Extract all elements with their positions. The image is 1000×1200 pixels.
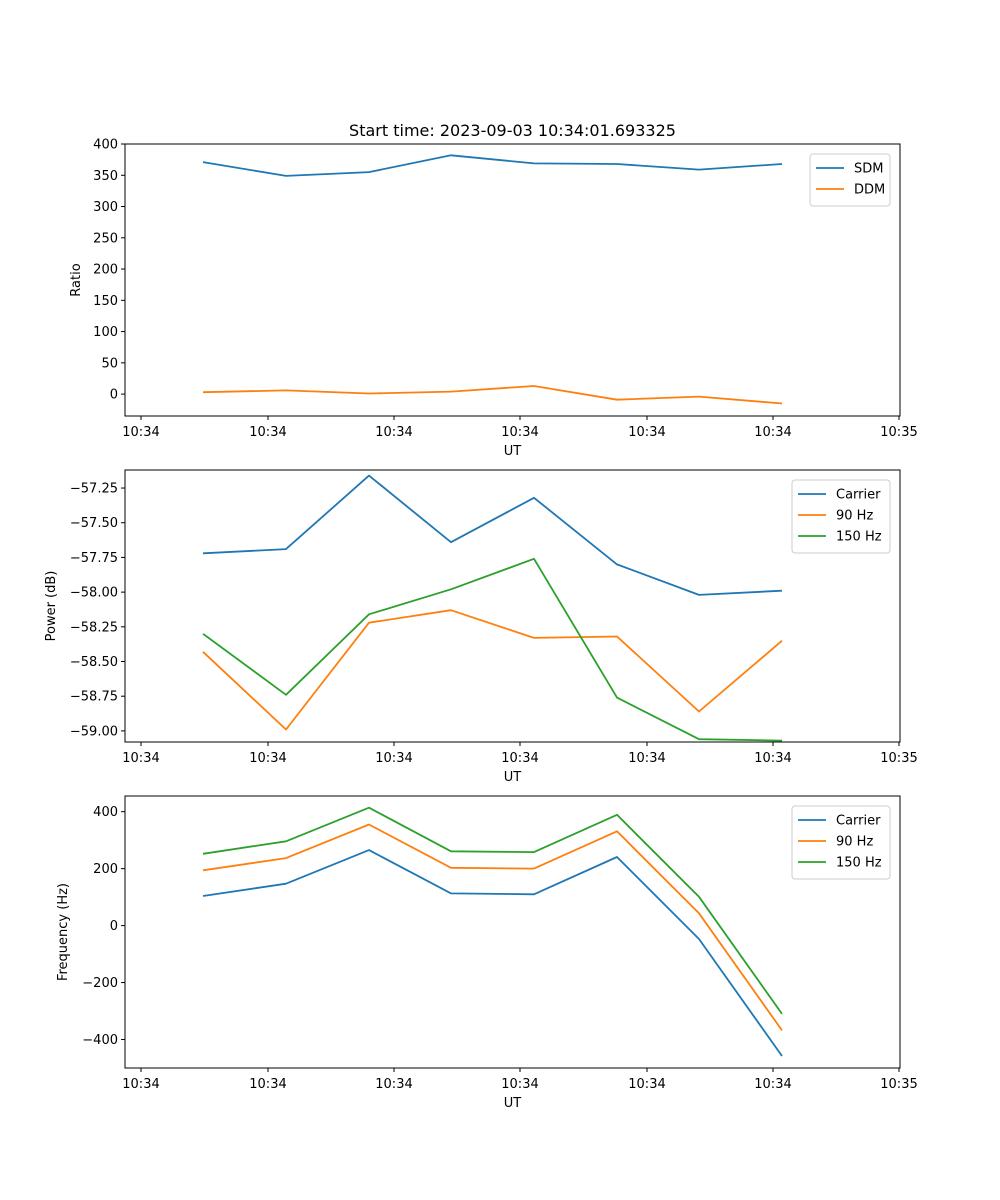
x-axis-label: UT [504,770,522,785]
x-tick-label: 10:35 [880,1077,917,1092]
y-tick-label: −57.50 [70,516,118,531]
y-tick-label: 200 [93,263,118,278]
x-tick-label: 10:34 [501,1077,538,1092]
legend-box [809,153,891,207]
legend-label: SDM [854,162,883,177]
y-axis-label: Ratio [69,263,84,296]
legend-label: 90 Hz [836,509,873,524]
y-tick-label: 250 [93,231,118,246]
charts: Start time: 2023-09-03 10:34:01.693325 0 5… [44,121,918,1111]
x-tick-label: 10:34 [754,1077,791,1092]
x-tick-label: 10:34 [375,1077,412,1092]
series-line-carrier [202,474,783,596]
y-axis-label: Frequency (Hz) [56,883,71,981]
chart-title: Start time: 2023-09-03 10:34:01.693325 [349,121,676,140]
y-axis-label: Power (dB) [44,571,59,642]
y-tick-label: 300 [93,200,118,215]
x-tick-label: 10:34 [122,425,159,440]
series-line-150-hz [202,557,783,742]
x-tick-label: 10:34 [754,751,791,766]
axes-frame [124,143,901,417]
axes-frame [124,469,901,743]
y-tick-label: 0 [110,388,118,403]
y-tick-label: −58.00 [70,586,118,601]
chart-1: Start time: 2023-09-03 10:34:01.693325 0 5… [69,121,918,459]
y-tick-label: 400 [93,805,118,820]
y-tick-label: 400 [93,138,118,153]
y-tick-label: 100 [93,325,118,340]
legend-box [791,479,891,554]
x-tick-label: 10:35 [880,425,917,440]
chart-3: −400 −200 0 200 400 10:34 10:34 10:34 10:34 10:34… [56,795,918,1111]
chart-2: −59.00 −58.75 −58.50 −58.25 −58.00 −57.75 −57.… [44,469,918,785]
series-line-sdm [202,154,783,177]
x-tick-label: 10:34 [501,425,538,440]
y-tick-label: 150 [93,294,118,309]
x-tick-label: 10:34 [628,751,665,766]
legend: Carrier 90 Hz 150 Hz [791,805,891,880]
legend-label: 90 Hz [836,835,873,850]
legend-box [791,805,891,880]
x-tick-label: 10:35 [880,751,917,766]
y-tick-label: 200 [93,862,118,877]
y-tick-label: −59.00 [70,724,118,739]
y-tick-label: −200 [82,976,118,991]
series-line-carrier [202,849,783,1057]
x-tick-label: 10:34 [375,425,412,440]
y-tick-label: 50 [101,356,118,371]
x-tick-label: 10:34 [249,425,286,440]
x-tick-label: 10:34 [122,1077,159,1092]
x-axis-label: UT [504,444,522,459]
x-tick-label: 10:34 [501,751,538,766]
y-tick-label: −58.50 [70,655,118,670]
axes-frame [124,795,901,1069]
x-axis-label: UT [504,1096,522,1111]
x-tick-label: 10:34 [628,425,665,440]
y-tick-label: −400 [82,1033,118,1048]
x-tick-label: 10:34 [249,1077,286,1092]
x-tick-label: 10:34 [628,1077,665,1092]
x-tick-label: 10:34 [249,751,286,766]
series-line-ddm [202,385,783,405]
legend-label: 150 Hz [836,856,882,871]
legend-label: Carrier [836,814,881,829]
y-tick-label: −58.75 [70,690,118,705]
x-tick-label: 10:34 [122,751,159,766]
y-tick-label: 0 [110,919,118,934]
series-line-150-hz [202,806,783,1015]
legend: SDM DDM [809,153,891,207]
legend-label: Carrier [836,488,881,503]
y-tick-label: −58.25 [70,620,118,635]
x-tick-label: 10:34 [375,751,412,766]
series-line-90-hz [202,823,783,1031]
y-tick-label: 350 [93,169,118,184]
y-tick-label: −57.75 [70,551,118,566]
legend: Carrier 90 Hz 150 Hz [791,479,891,554]
series-line-90-hz [202,609,783,731]
legend-label: 150 Hz [836,530,882,545]
legend-label: DDM [854,183,885,198]
y-tick-label: −57.25 [70,482,118,497]
x-tick-label: 10:34 [754,425,791,440]
